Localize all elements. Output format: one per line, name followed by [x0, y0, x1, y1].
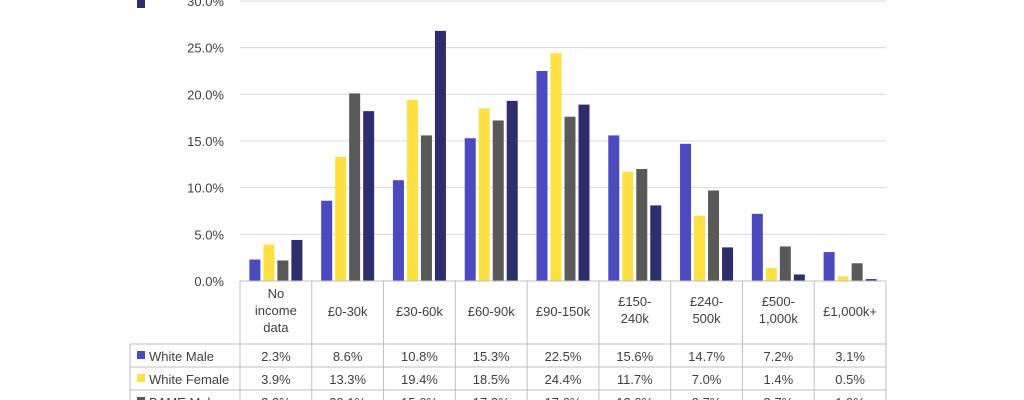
category-label: £30-60k [396, 304, 443, 319]
table-value: 3.7% [764, 395, 794, 400]
series-name: BAME Female [149, 0, 233, 3]
bar-white-female [263, 244, 275, 281]
y-tick-label: 0.0% [194, 274, 224, 289]
category-label: 1,000k [759, 311, 799, 326]
category-label: £90-150k [536, 304, 591, 319]
bar-white-female [765, 267, 777, 281]
table-value: 7.0% [692, 372, 722, 387]
bar-bame-female [865, 279, 877, 281]
bar-white-female [406, 99, 418, 281]
legend-key [137, 374, 145, 382]
bar-bame-female [291, 239, 303, 281]
table-value: 2.3% [261, 349, 291, 364]
y-tick-label: 15.0% [187, 134, 224, 149]
bar-bame-female [722, 247, 734, 281]
legend-key [137, 397, 145, 400]
bar-white-female [335, 156, 347, 281]
bar-white-male [536, 71, 548, 281]
category-label: income [255, 303, 297, 318]
bar-white-female [694, 215, 706, 281]
y-tick-label: 5.0% [194, 227, 224, 242]
bar-bame-female [434, 30, 446, 281]
legend-key [137, 0, 145, 8]
bar-white-male [608, 135, 620, 281]
category-label: £1,000k+ [823, 304, 877, 319]
bar-white-female [622, 171, 634, 281]
bar-bame-male [851, 263, 863, 281]
table-value: 1.9% [835, 395, 865, 400]
category-label: £240- [690, 294, 723, 309]
table-value: 15.6% [401, 395, 438, 400]
table-value: 8.6% [333, 349, 363, 364]
bar-white-female [550, 53, 562, 282]
table-value: 3.9% [261, 372, 291, 387]
table-value: 15.6% [616, 349, 653, 364]
table-value: 2.2% [261, 395, 291, 400]
table-value: 15.3% [473, 349, 510, 364]
table-value: 1.4% [764, 372, 794, 387]
table-value: 19.4% [401, 372, 438, 387]
bar-bame-male [564, 116, 576, 281]
bar-white-female [837, 276, 849, 281]
bar-bame-male [349, 93, 361, 282]
bar-bame-male [277, 260, 289, 281]
bar-bame-male [779, 246, 791, 281]
bar-white-male [751, 213, 763, 281]
table-value: 18.5% [473, 372, 510, 387]
table-value: 13.3% [329, 372, 366, 387]
bar-bame-female [650, 205, 662, 281]
category-label: £500- [762, 294, 795, 309]
y-tick-label: 30.0% [187, 0, 224, 9]
bar-white-male [321, 200, 333, 281]
bar-white-male [392, 180, 404, 281]
table-value: 11.7% [617, 372, 653, 387]
bar-white-male [823, 252, 835, 281]
bar-white-male [464, 138, 476, 281]
table-value: 14.7% [688, 349, 725, 364]
bar-bame-female [363, 111, 375, 281]
table-value: 12.0% [616, 395, 653, 400]
table-value: 9.7% [692, 395, 722, 400]
table-value: 10.8% [401, 349, 438, 364]
category-label: 240k [621, 311, 650, 326]
bar-white-male [680, 143, 692, 281]
series-name: White Male [149, 349, 214, 364]
table-value: 24.4% [545, 372, 582, 387]
category-label: £60-90k [468, 304, 515, 319]
category-label: £150- [618, 294, 651, 309]
legend-key [137, 351, 145, 359]
bar-bame-female [506, 100, 518, 281]
category-label: data [263, 320, 289, 335]
category-label: No [268, 286, 285, 301]
y-tick-label: 20.0% [187, 87, 224, 102]
table-value: 7.2% [764, 349, 794, 364]
bar-bame-male [420, 135, 432, 281]
series-name: White Female [149, 372, 229, 387]
bar-bame-male [492, 120, 504, 281]
bar-bame-female [793, 274, 805, 281]
table-value: 17.2% [473, 395, 510, 400]
bar-bame-male [636, 169, 648, 281]
bar-white-male [249, 259, 261, 281]
bar-bame-female [578, 104, 590, 281]
y-tick-label: 25.0% [187, 41, 224, 56]
bar-bame-male [708, 190, 720, 281]
y-tick-label: 10.0% [187, 181, 224, 196]
table-value: 3.1% [835, 349, 865, 364]
series-name: BAME Male [149, 395, 218, 400]
category-label: 500k [692, 311, 721, 326]
table-value: 22.5% [545, 349, 582, 364]
table-value: 17.6% [545, 395, 582, 400]
bar-white-female [478, 108, 490, 281]
table-value: 20.1% [329, 395, 366, 400]
category-label: £0-30k [328, 304, 368, 319]
table-value: 0.5% [835, 372, 865, 387]
